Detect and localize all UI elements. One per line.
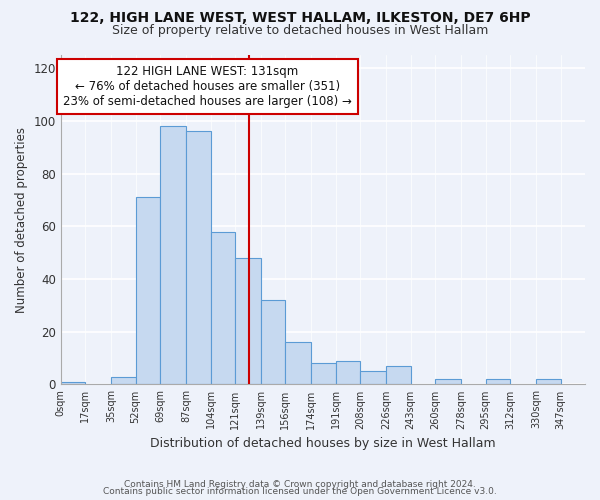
Bar (386, 366, 411, 384)
Text: Size of property relative to detached houses in West Hallam: Size of property relative to detached ho… (112, 24, 488, 37)
Bar (261, 300, 286, 384)
Bar (336, 360, 361, 384)
Bar (485, 379, 510, 384)
Bar (361, 372, 386, 384)
Bar (211, 232, 235, 384)
Text: 122 HIGH LANE WEST: 131sqm
← 76% of detached houses are smaller (351)
23% of sem: 122 HIGH LANE WEST: 131sqm ← 76% of deta… (63, 65, 352, 108)
Bar (111, 376, 136, 384)
Bar (160, 126, 186, 384)
Bar (286, 342, 311, 384)
X-axis label: Distribution of detached houses by size in West Hallam: Distribution of detached houses by size … (150, 437, 496, 450)
Bar (61, 382, 85, 384)
Bar (311, 364, 336, 384)
Bar (435, 379, 461, 384)
Bar (136, 198, 160, 384)
Bar (536, 379, 560, 384)
Bar (235, 258, 261, 384)
Text: Contains public sector information licensed under the Open Government Licence v3: Contains public sector information licen… (103, 488, 497, 496)
Y-axis label: Number of detached properties: Number of detached properties (15, 126, 28, 312)
Text: Contains HM Land Registry data © Crown copyright and database right 2024.: Contains HM Land Registry data © Crown c… (124, 480, 476, 489)
Text: 122, HIGH LANE WEST, WEST HALLAM, ILKESTON, DE7 6HP: 122, HIGH LANE WEST, WEST HALLAM, ILKEST… (70, 11, 530, 25)
Bar (186, 132, 211, 384)
